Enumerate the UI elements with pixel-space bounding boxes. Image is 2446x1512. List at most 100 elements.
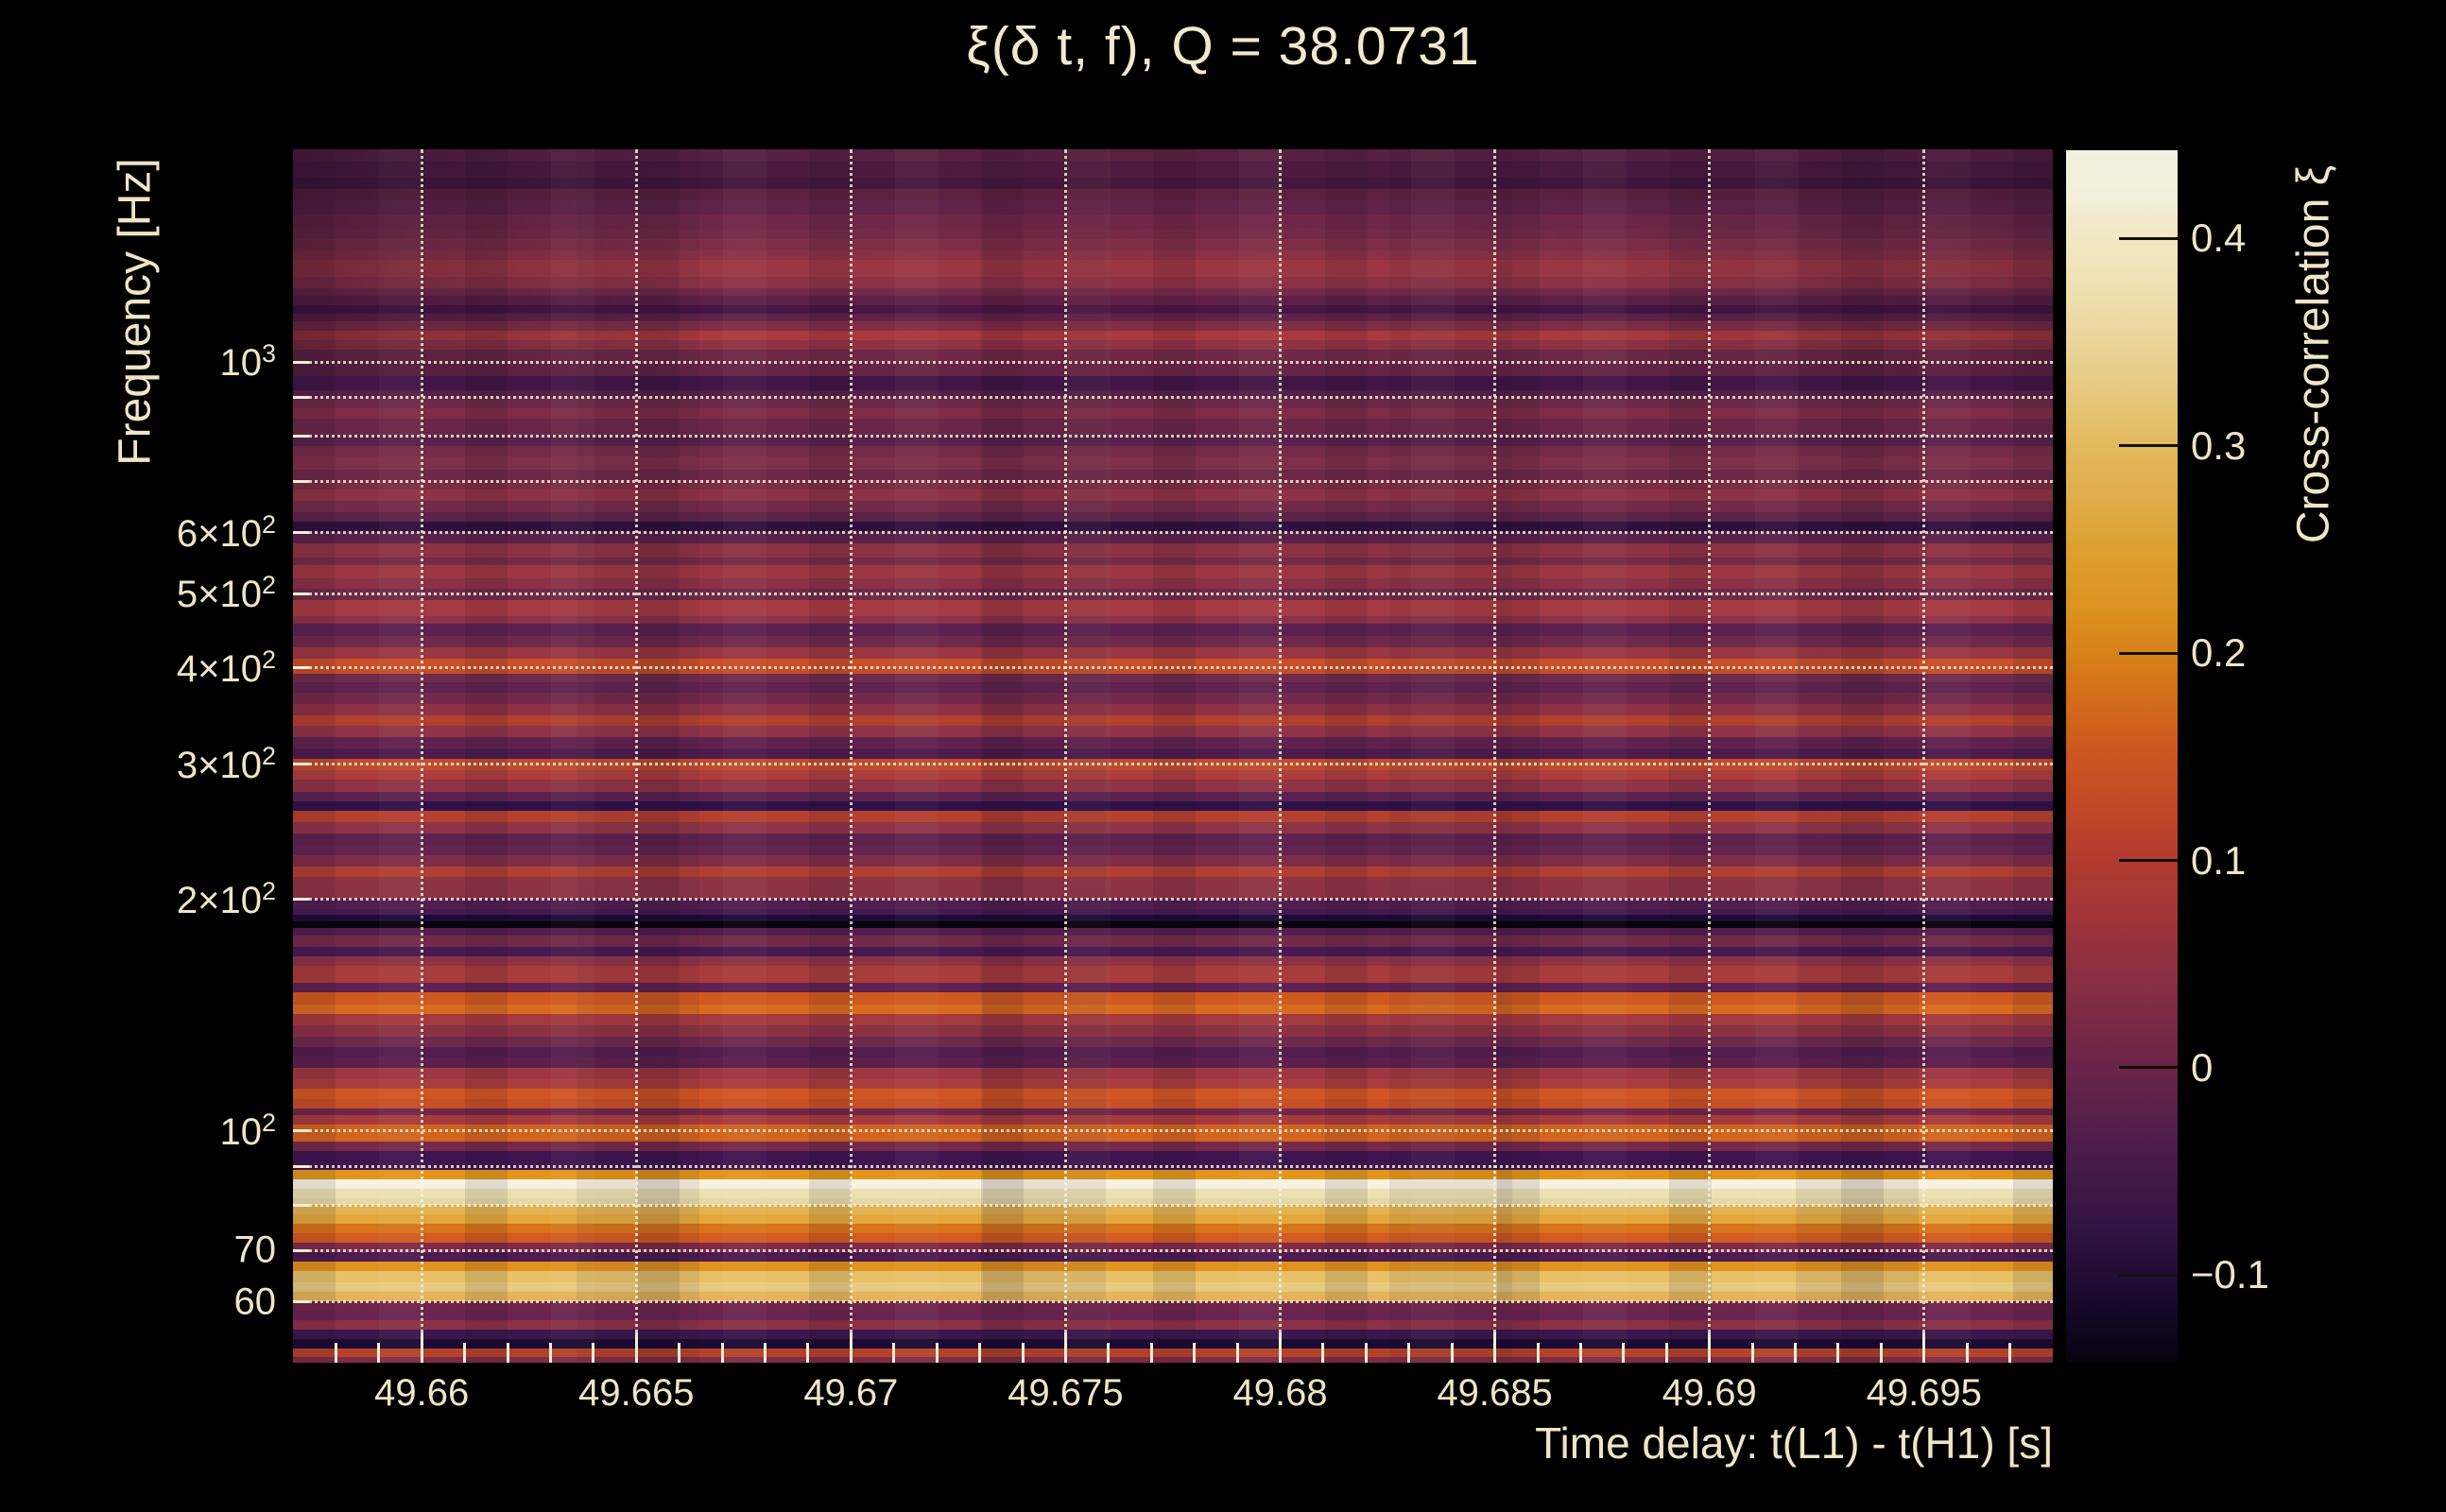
x-axis-minor-tick [2008, 1343, 2012, 1363]
x-axis-minor-tick [1664, 1343, 1668, 1363]
colorbar [2066, 150, 2178, 1362]
x-axis-minor-tick [1321, 1343, 1325, 1363]
x-axis-minor-tick [1235, 1343, 1239, 1363]
colorbar-tick-label: 0.3 [2191, 422, 2247, 468]
y-tick-label: 4×102 [176, 644, 276, 691]
vertical-gridline [1279, 149, 1283, 1363]
colorbar-tick-label: 0.2 [2191, 630, 2247, 676]
y-axis-tick [293, 360, 309, 364]
x-tick-label: 49.685 [1437, 1372, 1553, 1414]
y-axis-tick [293, 435, 309, 438]
y-axis-tick [293, 666, 309, 670]
x-axis-minor-tick [1193, 1343, 1197, 1363]
y-tick-label: 103 [219, 338, 276, 385]
heatmap-texture-overlay [293, 149, 2053, 1363]
x-axis-minor-tick [592, 1343, 595, 1363]
x-axis-minor-tick [334, 1343, 337, 1363]
x-axis-minor-tick [377, 1343, 381, 1363]
horizontal-gridline [293, 360, 2053, 364]
x-axis-minor-tick [1794, 1343, 1797, 1363]
y-tick-label: 70 [233, 1228, 277, 1271]
colorbar-tick-label: 0.1 [2191, 837, 2247, 883]
x-axis-minor-tick [764, 1343, 767, 1363]
x-axis-major-tick [1708, 1332, 1712, 1363]
y-axis-tick [293, 531, 309, 535]
heatmap-top-shade [293, 149, 2053, 376]
vertical-gridline [849, 149, 853, 1363]
horizontal-gridline [293, 898, 2053, 902]
y-axis-tick [293, 479, 309, 483]
vertical-gridline [1708, 149, 1712, 1363]
x-tick-label: 49.69 [1662, 1372, 1757, 1414]
colorbar-tick [2119, 236, 2178, 240]
vertical-gridline [634, 149, 638, 1363]
x-axis-minor-tick [1836, 1343, 1840, 1363]
y-axis-title: Frequency [Hz] [110, 158, 161, 466]
x-tick-label: 49.66 [374, 1372, 470, 1414]
colorbar-tick-label: −0.1 [2191, 1252, 2269, 1297]
x-axis-minor-tick [506, 1343, 509, 1363]
x-axis-minor-tick [978, 1343, 982, 1363]
y-tick-label: 102 [219, 1108, 276, 1154]
x-axis-minor-tick [1021, 1343, 1025, 1363]
x-axis-minor-tick [1578, 1343, 1582, 1363]
horizontal-gridline [293, 666, 2053, 670]
x-tick-label: 49.695 [1866, 1372, 1982, 1414]
horizontal-gridline [293, 1248, 2053, 1252]
colorbar-tick [2119, 1066, 2178, 1070]
x-tick-label: 49.665 [578, 1372, 695, 1414]
x-axis-minor-tick [1364, 1343, 1368, 1363]
x-axis-minor-tick [678, 1343, 681, 1363]
horizontal-gridline [293, 395, 2053, 399]
colorbar-tick-label: 0.4 [2191, 215, 2247, 261]
vertical-gridline [1063, 149, 1067, 1363]
x-axis-minor-tick [806, 1343, 810, 1363]
colorbar-axis-title: Cross-correlation ξ [2288, 164, 2339, 544]
colorbar-tick [2119, 651, 2178, 655]
x-axis-minor-tick [1407, 1343, 1411, 1363]
horizontal-gridline [293, 435, 2053, 438]
x-axis-title: Time delay: t(L1) - t(H1) [s] [1535, 1418, 2053, 1468]
x-axis-minor-tick [1622, 1343, 1626, 1363]
x-axis-minor-tick [1879, 1343, 1883, 1363]
x-tick-label: 49.675 [1008, 1372, 1124, 1414]
colorbar-tick-label: 0 [2191, 1044, 2213, 1090]
colorbar-tick [2119, 1273, 2178, 1277]
y-axis-tick [293, 1204, 309, 1208]
x-axis-major-tick [1493, 1332, 1497, 1363]
y-tick-label: 5×102 [176, 570, 276, 616]
x-axis-major-tick [634, 1332, 638, 1363]
horizontal-gridline [293, 592, 2053, 595]
x-axis-minor-tick [1965, 1343, 1969, 1363]
colorbar-tick [2119, 444, 2178, 448]
x-axis-minor-tick [935, 1343, 939, 1363]
y-tick-label: 3×102 [176, 741, 276, 786]
gridline-layer [293, 149, 2053, 1363]
horizontal-gridline [293, 1164, 2053, 1168]
x-axis-minor-tick [720, 1343, 724, 1363]
y-axis-tick [293, 1300, 309, 1304]
x-tick-label: 49.67 [803, 1372, 899, 1414]
y-axis-tick [293, 1248, 309, 1252]
heatmap-plot-area [293, 149, 2053, 1363]
y-tick-label: 6×102 [176, 509, 276, 555]
x-axis-major-tick [849, 1332, 853, 1363]
y-axis-tick [293, 763, 309, 766]
x-axis-minor-tick [463, 1343, 467, 1363]
x-axis-minor-tick [1750, 1343, 1754, 1363]
x-axis-major-tick [1279, 1332, 1283, 1363]
y-axis-tick [293, 1129, 309, 1133]
x-tick-label: 49.68 [1232, 1372, 1328, 1414]
horizontal-gridline [293, 1129, 2053, 1133]
x-axis-minor-tick [1536, 1343, 1540, 1363]
x-axis-minor-tick [1107, 1343, 1111, 1363]
heatmap-bands [293, 149, 2053, 1363]
x-axis-major-tick [420, 1332, 423, 1363]
y-axis-tick [293, 898, 309, 902]
x-axis-major-tick [1922, 1332, 1926, 1363]
x-axis-minor-tick [1450, 1343, 1454, 1363]
vertical-gridline [1493, 149, 1497, 1363]
x-axis-minor-tick [892, 1343, 896, 1363]
y-tick-label: 60 [233, 1280, 277, 1323]
